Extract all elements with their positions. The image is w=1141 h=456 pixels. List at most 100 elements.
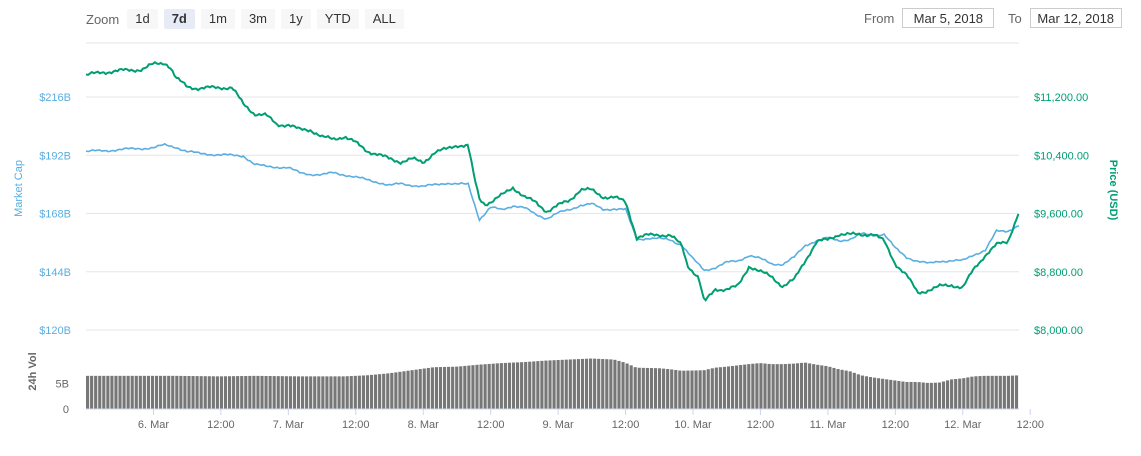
volume-bar xyxy=(422,368,426,409)
volume-bar xyxy=(288,376,292,409)
left-tick-label: $216B xyxy=(39,92,71,104)
right-tick-label: $8,000.00 xyxy=(1034,325,1083,337)
x-tick-label: 12:00 xyxy=(207,419,235,431)
volume-bar xyxy=(1002,375,1006,409)
volume-bar xyxy=(524,361,528,409)
volume-bar xyxy=(309,376,313,409)
volume-bar xyxy=(98,375,102,409)
zoom-bar: Zoom 1d 7d 1m 3m 1y YTD ALL xyxy=(86,8,410,30)
volume-bar xyxy=(556,360,560,409)
volume-bar xyxy=(467,365,471,409)
volume-bar xyxy=(126,375,130,409)
volume-bar xyxy=(244,375,248,409)
volume-bar xyxy=(357,375,361,409)
volume-bar xyxy=(937,382,942,409)
volume-bar xyxy=(662,368,666,409)
zoom-1m-button[interactable]: 1m xyxy=(200,9,235,29)
volume-bar xyxy=(207,376,211,409)
volume-bar xyxy=(613,359,617,409)
range-from: From xyxy=(864,7,995,29)
volume-bar xyxy=(390,372,394,409)
x-tick-label: 12:00 xyxy=(1016,419,1044,431)
volume-bar xyxy=(325,376,329,409)
range-to: To xyxy=(1008,7,1122,29)
volume-bar xyxy=(791,363,795,409)
volume-bar xyxy=(138,375,142,409)
volume-bar xyxy=(442,366,447,409)
volume-bar xyxy=(227,376,232,409)
right-tick-label: $10,400.00 xyxy=(1034,150,1089,162)
volume-bar xyxy=(730,365,735,409)
zoom-1y-button[interactable]: 1y xyxy=(281,9,311,29)
x-tick-label: 6. Mar xyxy=(138,419,170,431)
volume-bar xyxy=(718,367,722,409)
volume-bar xyxy=(970,376,974,409)
volume-bar xyxy=(872,377,877,409)
volume-bar xyxy=(438,367,443,409)
volume-bar xyxy=(515,362,520,409)
volume-bar xyxy=(86,375,90,409)
volume-bar xyxy=(759,363,763,409)
volume-bar xyxy=(670,369,674,409)
volume-bar xyxy=(114,375,118,409)
volume-bar xyxy=(735,365,739,409)
volume-bar xyxy=(146,375,151,409)
volume-bar xyxy=(264,375,268,409)
volume-tick-label: 0 xyxy=(63,404,69,416)
volume-bar xyxy=(889,379,893,409)
volume-bar xyxy=(1006,375,1010,409)
range-from-input[interactable] xyxy=(902,8,995,28)
volume-bar xyxy=(966,377,970,409)
x-tick-label: 12:00 xyxy=(612,419,640,431)
volume-bar xyxy=(284,376,288,409)
volume-bar xyxy=(702,370,706,409)
volume-bar xyxy=(897,380,901,409)
zoom-1d-button[interactable]: 1d xyxy=(127,9,158,29)
volume-bar xyxy=(593,358,597,409)
volume-bar xyxy=(154,375,159,409)
volume-bar xyxy=(434,367,439,409)
volume-bar xyxy=(374,374,378,409)
volume-bar xyxy=(171,375,175,409)
volume-bar xyxy=(641,367,645,409)
volume-bar xyxy=(844,370,848,409)
volume-bar xyxy=(199,376,203,409)
volume-bar xyxy=(179,375,183,409)
volume-bar xyxy=(775,364,779,409)
zoom-ytd-button[interactable]: YTD xyxy=(316,9,359,29)
volume-bar xyxy=(252,375,256,409)
volume-bar xyxy=(852,372,856,409)
volume-bar xyxy=(94,375,98,409)
volume-bar xyxy=(682,370,686,409)
volume-bar xyxy=(313,376,317,409)
zoom-all-button[interactable]: ALL xyxy=(364,9,404,29)
volume-bar xyxy=(674,369,678,409)
volume-bar xyxy=(276,376,280,409)
volume-bar xyxy=(629,365,633,409)
volume-bar xyxy=(921,382,925,409)
volume-bar xyxy=(589,358,593,409)
left-tick-label: $120B xyxy=(39,325,71,337)
volume-bar xyxy=(386,373,390,409)
zoom-7d-button[interactable]: 7d xyxy=(163,9,195,29)
volume-bar xyxy=(799,362,804,409)
volume-bar xyxy=(248,375,252,409)
volume-bar xyxy=(856,374,860,409)
volume-axis-title: 24h Vol xyxy=(27,352,39,390)
volume-bar xyxy=(394,372,398,409)
volume-bar xyxy=(755,363,759,409)
volume-bar xyxy=(868,377,873,409)
volume-bar xyxy=(783,363,787,409)
x-tick-label: 12. Mar xyxy=(944,419,982,431)
volume-bar xyxy=(414,369,418,409)
range-to-input[interactable] xyxy=(1029,8,1122,28)
volume-bar xyxy=(463,365,467,409)
volume-bar xyxy=(223,376,228,409)
volume-bar xyxy=(885,379,889,409)
volume-bar xyxy=(333,376,337,409)
zoom-3m-button[interactable]: 3m xyxy=(240,9,275,29)
volume-bar xyxy=(430,367,434,409)
volume-bar xyxy=(337,376,341,409)
volume-bar xyxy=(353,375,357,409)
volume-bar xyxy=(633,367,637,409)
